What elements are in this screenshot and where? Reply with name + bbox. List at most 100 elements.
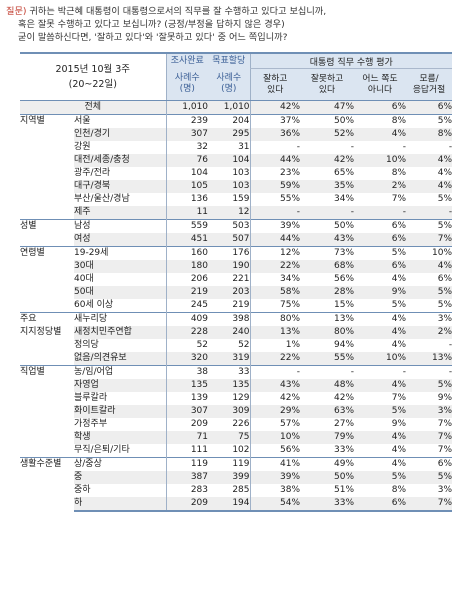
cell-target: 176: [208, 246, 251, 260]
cell-survey: 71: [165, 431, 209, 444]
cell-bad: 79%: [300, 431, 355, 444]
cell-survey: 283: [165, 484, 209, 497]
cell-survey: 239: [165, 114, 209, 128]
header-survey-sub-text: 사례수 (명): [174, 73, 200, 95]
row-label: 60세 이상: [74, 300, 114, 310]
table-body: 전체 1,010 1,010 42% 47% 6% 6% 지역별 서울 239 204…: [20, 100, 453, 512]
cell-neither: -: [402, 142, 407, 152]
cell-good: 12%: [249, 246, 301, 260]
row-label: 부산/울산/경남: [74, 194, 130, 204]
cell-neither: 5%: [354, 405, 407, 418]
cell-survey: 409: [165, 312, 209, 326]
table-row: 30대 180 190 22% 68% 6% 4%: [20, 260, 453, 273]
row-label: 30대: [74, 260, 167, 273]
cell-good: 36%: [249, 128, 301, 141]
row-label: 여성: [74, 233, 167, 247]
cell-dk: 5%: [406, 219, 453, 233]
row-label: 블루칼라: [74, 393, 108, 403]
cell-good: 54%: [249, 497, 301, 512]
cell-neither: 4%: [391, 445, 407, 455]
cell-bad: 50%: [300, 219, 355, 233]
header-eval-good: 잘하고 있다: [249, 68, 301, 101]
cell-good: -: [249, 206, 301, 220]
cell-dk: 5%: [406, 379, 453, 392]
table-row-total: 전체 1,010 1,010 42% 47% 6% 6%: [20, 100, 453, 115]
cell-bad: 42%: [300, 154, 355, 167]
cell-target: 190: [208, 260, 251, 273]
table-row: 50대 219 203 58% 28% 9% 5%: [20, 286, 453, 299]
cell-bad: 15%: [334, 300, 355, 310]
total-neither: 6%: [354, 100, 407, 115]
cell-good: 80%: [249, 312, 301, 326]
cell-bad: 13%: [300, 312, 355, 326]
cell-target: 226: [232, 419, 250, 429]
header-eval-neither: 어느 쪽도 아니다: [354, 68, 407, 101]
table-row: 무직/은퇴/기타 111 102 56% 33% 4% 7%: [20, 444, 452, 458]
cell-dk: 7%: [406, 431, 453, 444]
cell-dk: 5%: [406, 286, 453, 299]
cell-dk: 4%: [406, 180, 453, 193]
cell-target: 398: [208, 312, 251, 326]
cell-target: 103: [208, 180, 251, 193]
table-title-cell: 2015년 10월 3주 (20~22일): [20, 52, 167, 101]
cell-bad: 73%: [300, 246, 355, 260]
cell-neither: 9%: [391, 419, 407, 429]
cell-neither: 5%: [354, 471, 407, 484]
cell-target: 285: [232, 485, 250, 495]
cell-dk: -: [448, 142, 453, 152]
cell-bad: -: [300, 206, 355, 220]
group-label: 연령별: [20, 246, 74, 313]
cell-bad: 49%: [300, 457, 355, 471]
cell-neither: 5%: [391, 300, 407, 310]
cell-neither: 5%: [354, 246, 407, 260]
cell-neither: -: [354, 365, 407, 379]
cell-good: 38%: [249, 484, 301, 497]
cell-survey: 180: [165, 260, 209, 273]
row-label: 서울: [74, 114, 167, 128]
cell-survey: 139: [165, 392, 209, 405]
table-row: 대전/세종/충청 76 104 44% 42% 10% 4%: [20, 154, 453, 167]
cell-dk: 9%: [437, 393, 453, 403]
header-survey: 조사완료: [165, 52, 209, 69]
row-label: 강원: [74, 142, 91, 152]
cell-target: 31: [238, 142, 250, 152]
cell-good: 13%: [249, 326, 301, 339]
table-row: 광주/전라 104 103 23% 65% 8% 4%: [20, 167, 452, 180]
cell-good: 34%: [249, 273, 301, 286]
cell-target: 52: [238, 340, 250, 350]
table-row: 40대 206 221 34% 56% 4% 6%: [20, 273, 452, 286]
cell-neither: -: [354, 206, 407, 220]
cell-bad: 34%: [334, 194, 355, 204]
total-survey: 1,010: [165, 100, 209, 115]
header-eval-bad-text: 잘못하고 있다: [310, 73, 344, 95]
row-label: 새누리당: [74, 312, 167, 326]
table-row: 자영업 135 135 43% 48% 4% 5%: [20, 379, 453, 392]
cell-survey: 209: [165, 497, 209, 512]
cell-bad: 50%: [300, 471, 355, 484]
cell-neither: 4%: [354, 431, 407, 444]
header-target: 목표할당: [208, 52, 251, 69]
table-row: 가정주부 209 226 57% 27% 9% 7%: [20, 418, 452, 431]
row-label: 학생: [74, 431, 167, 444]
cell-neither: 4%: [391, 274, 407, 284]
cell-bad: 63%: [300, 405, 355, 418]
total-dk: 6%: [406, 100, 453, 115]
header-eval-neither-text: 어느 쪽도 아니다: [362, 73, 398, 95]
cell-bad: 35%: [300, 180, 355, 193]
cell-dk: 8%: [406, 128, 453, 141]
header-target-sub-text: 사례수 (명): [216, 73, 242, 95]
cell-bad: 80%: [300, 326, 355, 339]
table-row: 대구/경북 105 103 59% 35% 2% 4%: [20, 180, 453, 193]
cell-good: -: [249, 365, 301, 379]
cell-survey: 451: [165, 233, 209, 247]
cell-target: 194: [208, 497, 251, 512]
cell-survey: 135: [165, 379, 209, 392]
cell-target: 240: [208, 326, 251, 339]
cell-survey: 136: [165, 193, 209, 206]
cell-neither: 8%: [391, 168, 407, 178]
cell-good: 22%: [249, 260, 301, 273]
cell-good: -: [249, 141, 301, 154]
cell-good: 42%: [249, 392, 301, 405]
cell-survey: 559: [165, 219, 209, 233]
header-eval-bad: 잘못하고 있다: [300, 68, 355, 101]
